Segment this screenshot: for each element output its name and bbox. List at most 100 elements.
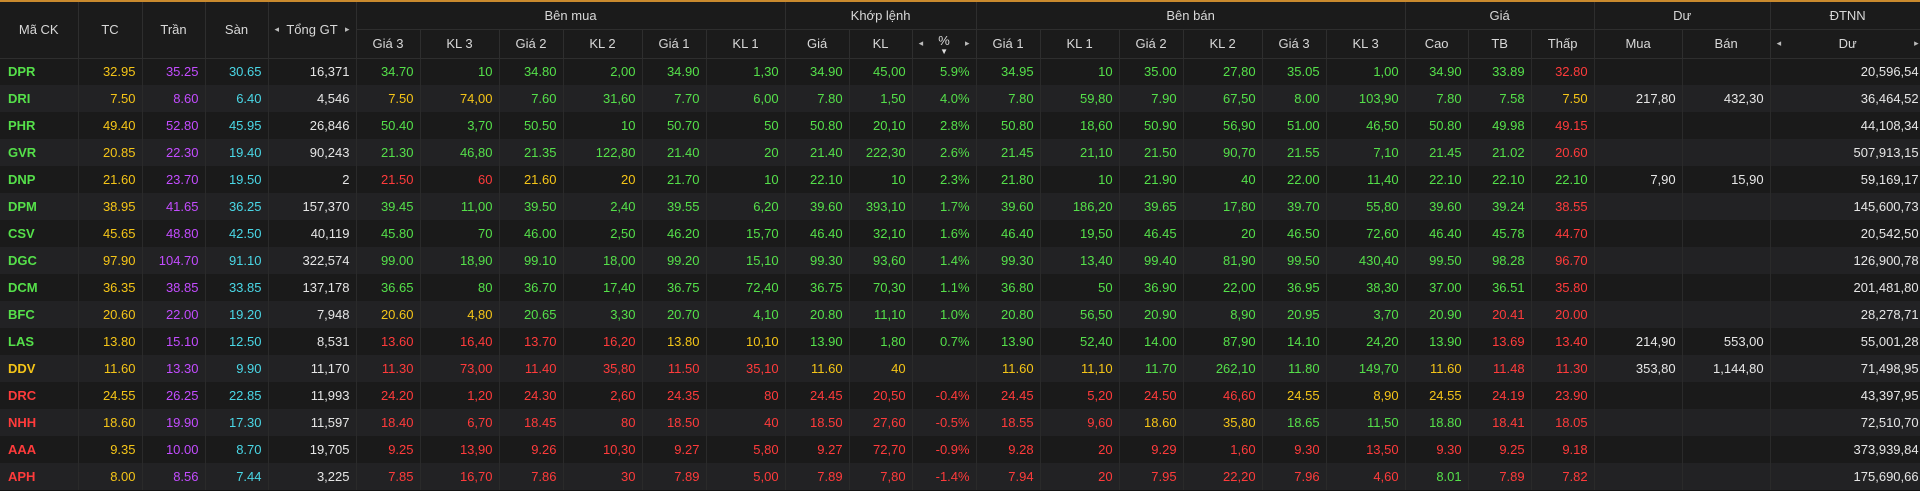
ask-vol2-cell: 262,10 <box>1183 355 1263 382</box>
header-ask-price2[interactable]: Giá 2 <box>1119 29 1184 59</box>
price-low-cell: 7.82 <box>1531 463 1595 490</box>
price-avg-cell: 7.89 <box>1468 463 1532 490</box>
header-bid-vol1[interactable]: KL 1 <box>706 29 786 59</box>
ask-vol1-cell: 10 <box>1040 166 1120 193</box>
total-value-cell: 26,846 <box>268 112 357 139</box>
header-foreign-label: Dư <box>1838 36 1857 51</box>
match-percent-cell: -0.5% <box>912 409 977 436</box>
header-bid-price2[interactable]: Giá 2 <box>499 29 564 59</box>
table-row[interactable]: AAA 9.35 10.00 8.70 19,705 9.25 13,90 9.26 10,30… <box>0 436 1920 463</box>
match-vol-cell: 45,00 <box>849 58 913 85</box>
foreign-remain-cell: 44,108,34 <box>1770 112 1920 139</box>
price-avg-cell: 13.69 <box>1468 328 1532 355</box>
header-ask-group: Bên bán <box>976 2 1406 30</box>
header-total-value[interactable]: ◂ Tổng GT ▸ <box>268 2 357 59</box>
symbol-cell[interactable]: BFC <box>0 301 79 328</box>
symbol-cell[interactable]: AAA <box>0 436 79 463</box>
bid-price2-cell: 7.86 <box>499 463 564 490</box>
header-foreign-remain[interactable]: ◂ Dư ▸ <box>1770 29 1920 59</box>
table-row[interactable]: DCM 36.35 38.85 33.85 137,178 36.65 80 36.70 17,… <box>0 274 1920 301</box>
table-row[interactable]: GVR 20.85 22.30 19.40 90,243 21.30 46,80 21.35 1… <box>0 139 1920 166</box>
symbol-cell[interactable]: LAS <box>0 328 79 355</box>
header-remain-buy[interactable]: Mua <box>1594 29 1683 59</box>
symbol-cell[interactable]: NHH <box>0 409 79 436</box>
header-bid-price3[interactable]: Giá 3 <box>356 29 421 59</box>
match-percent-cell: -0.4% <box>912 382 977 409</box>
bid-vol3-cell: 3,70 <box>420 112 500 139</box>
bid-price2-cell: 24.30 <box>499 382 564 409</box>
header-ask-vol3[interactable]: KL 3 <box>1326 29 1406 59</box>
header-match-percent[interactable]: ◂ % ▼ ▸ <box>912 29 977 59</box>
header-symbol[interactable]: Mã CK <box>0 2 79 59</box>
floor-price-cell: 19.40 <box>205 139 269 166</box>
ceil-price-cell: 22.00 <box>142 301 206 328</box>
header-ask-vol1[interactable]: KL 1 <box>1040 29 1120 59</box>
symbol-cell[interactable]: CSV <box>0 220 79 247</box>
foreign-remain-cell: 20,542,50 <box>1770 220 1920 247</box>
header-price-high[interactable]: Cao <box>1405 29 1469 59</box>
symbol-cell[interactable]: PHR <box>0 112 79 139</box>
table-row[interactable]: APH 8.00 8.56 7.44 3,225 7.85 16,70 7.86 30 7.89 5… <box>0 463 1920 490</box>
symbol-cell[interactable]: APH <box>0 463 79 490</box>
scroll-right-icon[interactable]: ▸ <box>344 24 350 35</box>
header-ask-price1[interactable]: Giá 1 <box>976 29 1041 59</box>
header-ask-vol2[interactable]: KL 2 <box>1183 29 1263 59</box>
table-row[interactable]: DGC 97.90 104.70 91.10 322,574 99.00 18,90 99.1… <box>0 247 1920 274</box>
floor-price-cell: 30.65 <box>205 58 269 85</box>
header-price-avg[interactable]: TB <box>1468 29 1532 59</box>
ref-price-cell: 38.95 <box>78 193 143 220</box>
header-price-low[interactable]: Thấp <box>1531 29 1595 59</box>
header-remain-sell[interactable]: Bán <box>1682 29 1771 59</box>
table-row[interactable]: NHH 18.60 19.90 17.30 11,597 18.40 6,70 18.45 80… <box>0 409 1920 436</box>
table-row[interactable]: DRC 24.55 26.25 22.85 11,993 24.20 1,20 24.30 2,… <box>0 382 1920 409</box>
header-ask-price3[interactable]: Giá 3 <box>1262 29 1327 59</box>
header-bid-price1[interactable]: Giá 1 <box>642 29 707 59</box>
ask-vol3-cell: 24,20 <box>1326 328 1406 355</box>
ask-price2-cell: 7.90 <box>1119 85 1184 112</box>
ask-vol3-cell: 7,10 <box>1326 139 1406 166</box>
table-row[interactable]: DDV 11.60 13.30 9.90 11,170 11.30 73,00 11.40 35… <box>0 355 1920 382</box>
remain-buy-cell <box>1594 409 1683 436</box>
symbol-cell[interactable]: DGC <box>0 247 79 274</box>
scroll-left-icon[interactable]: ◂ <box>274 24 280 35</box>
percent-left-icon[interactable]: ◂ <box>918 38 924 48</box>
match-price-cell: 50.80 <box>785 112 850 139</box>
symbol-cell[interactable]: DCM <box>0 274 79 301</box>
symbol-cell[interactable]: GVR <box>0 139 79 166</box>
symbol-cell[interactable]: DDV <box>0 355 79 382</box>
table-row[interactable]: DPR 32.95 35.25 30.65 16,371 34.70 10 34.80 2,00… <box>0 58 1920 85</box>
ask-price2-cell: 18.60 <box>1119 409 1184 436</box>
foreign-remain-cell: 507,913,15 <box>1770 139 1920 166</box>
bid-price2-cell: 9.26 <box>499 436 564 463</box>
symbol-cell[interactable]: DPR <box>0 58 79 85</box>
header-floor[interactable]: Sàn <box>205 2 269 59</box>
header-ref[interactable]: TC <box>78 2 143 59</box>
table-row[interactable]: BFC 20.60 22.00 19.20 7,948 20.60 4,80 20.65 3,3… <box>0 301 1920 328</box>
table-row[interactable]: LAS 13.80 15.10 12.50 8,531 13.60 16,40 13.70 16… <box>0 328 1920 355</box>
remain-buy-cell <box>1594 301 1683 328</box>
foreign-right-icon[interactable]: ▸ <box>1914 38 1919 48</box>
ask-vol2-cell: 90,70 <box>1183 139 1263 166</box>
bid-vol3-cell: 1,20 <box>420 382 500 409</box>
ceil-price-cell: 35.25 <box>142 58 206 85</box>
ask-price2-cell: 11.70 <box>1119 355 1184 382</box>
header-match-price[interactable]: Giá <box>785 29 850 59</box>
header-bid-vol3[interactable]: KL 3 <box>420 29 500 59</box>
symbol-cell[interactable]: DRI <box>0 85 79 112</box>
remain-sell-cell <box>1682 139 1771 166</box>
table-row[interactable]: PHR 49.40 52.80 45.95 26,846 50.40 3,70 50.50 10… <box>0 112 1920 139</box>
symbol-cell[interactable]: DNP <box>0 166 79 193</box>
header-bid-vol2[interactable]: KL 2 <box>563 29 643 59</box>
percent-right-icon[interactable]: ▸ <box>965 38 970 48</box>
symbol-cell[interactable]: DRC <box>0 382 79 409</box>
foreign-left-icon[interactable]: ◂ <box>1776 38 1782 48</box>
ask-vol3-cell: 38,30 <box>1326 274 1406 301</box>
table-row[interactable]: DNP 21.60 23.70 19.50 2 21.50 60 21.60 20 21.70 10… <box>0 166 1920 193</box>
table-row[interactable]: DPM 38.95 41.65 36.25 157,370 39.45 11,00 39.50… <box>0 193 1920 220</box>
table-row[interactable]: CSV 45.65 48.80 42.50 40,119 45.80 70 46.00 2,50… <box>0 220 1920 247</box>
price-low-cell: 18.05 <box>1531 409 1595 436</box>
header-ceil[interactable]: Trần <box>142 2 206 59</box>
header-match-vol[interactable]: KL <box>849 29 913 59</box>
symbol-cell[interactable]: DPM <box>0 193 79 220</box>
table-row[interactable]: DRI 7.50 8.60 6.40 4,546 7.50 74,00 7.60 31,60 7.… <box>0 85 1920 112</box>
